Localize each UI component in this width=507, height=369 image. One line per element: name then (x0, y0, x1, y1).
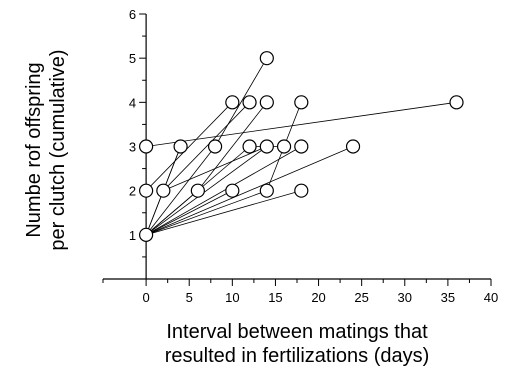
data-point (294, 183, 309, 198)
y-tick-labels: 1 2 3 4 5 6 (129, 7, 136, 243)
connection-line (214, 57, 268, 147)
y-tick-label: 2 (129, 184, 136, 199)
data-point (276, 139, 292, 154)
data-point (139, 227, 154, 242)
y-tick-label: 1 (129, 228, 136, 243)
data-point (242, 95, 257, 110)
x-tick-label: 15 (268, 290, 282, 305)
x-tick-label: 35 (441, 290, 455, 305)
y-axis-title-line-2: per clutch (cumulative) (47, 49, 69, 250)
y-axis-title-line-1: Numbe rof offspring (23, 62, 45, 237)
data-point (259, 139, 274, 154)
data-point (345, 139, 361, 154)
x-axis-title-line-1: Interval between matings that (166, 321, 428, 343)
connection-line (197, 102, 268, 191)
data-points (139, 51, 464, 242)
data-point (294, 95, 309, 110)
connection-line (145, 146, 268, 236)
x-ticks (102, 279, 492, 286)
y-tick-label: 5 (129, 51, 136, 66)
y-tick-label: 4 (129, 95, 136, 110)
x-tick-label: 25 (354, 290, 368, 305)
data-point (139, 183, 154, 198)
data-point (225, 95, 240, 110)
data-point (139, 139, 154, 154)
data-point (225, 183, 240, 198)
data-point (449, 95, 464, 110)
x-axis-title-line-2: resulted in fertilizations (days) (165, 345, 430, 367)
connection-line (163, 102, 250, 191)
y-tick-label: 6 (129, 7, 136, 22)
data-point (259, 95, 274, 110)
data-point (259, 183, 274, 198)
data-point (259, 51, 274, 66)
x-tick-label: 10 (225, 290, 239, 305)
data-point (190, 183, 205, 198)
connection-line (145, 190, 267, 236)
y-tick-label: 3 (129, 140, 136, 155)
data-point (242, 139, 257, 154)
x-tick-labels: 0 5 10 15 20 25 30 35 40 (142, 290, 498, 305)
x-tick-label: 5 (186, 290, 193, 305)
data-point (207, 139, 223, 154)
connection-line (145, 146, 302, 236)
x-tick-label: 20 (311, 290, 325, 305)
data-point (156, 183, 171, 198)
x-tick-label: 40 (484, 290, 498, 305)
connection-line (146, 190, 302, 236)
connection-line (145, 102, 233, 191)
y-ticks (139, 13, 147, 258)
connection-line (162, 146, 181, 191)
connection-line (145, 146, 216, 236)
data-point (173, 139, 188, 154)
data-point (294, 139, 309, 154)
x-tick-label: 30 (398, 290, 412, 305)
x-tick-label: 0 (142, 290, 149, 305)
plot-area: 0 5 10 15 20 25 30 35 40 1 2 3 4 5 6 (102, 7, 498, 305)
connection-line (145, 146, 354, 236)
connection-line (145, 190, 233, 236)
connection-line (146, 101, 457, 147)
